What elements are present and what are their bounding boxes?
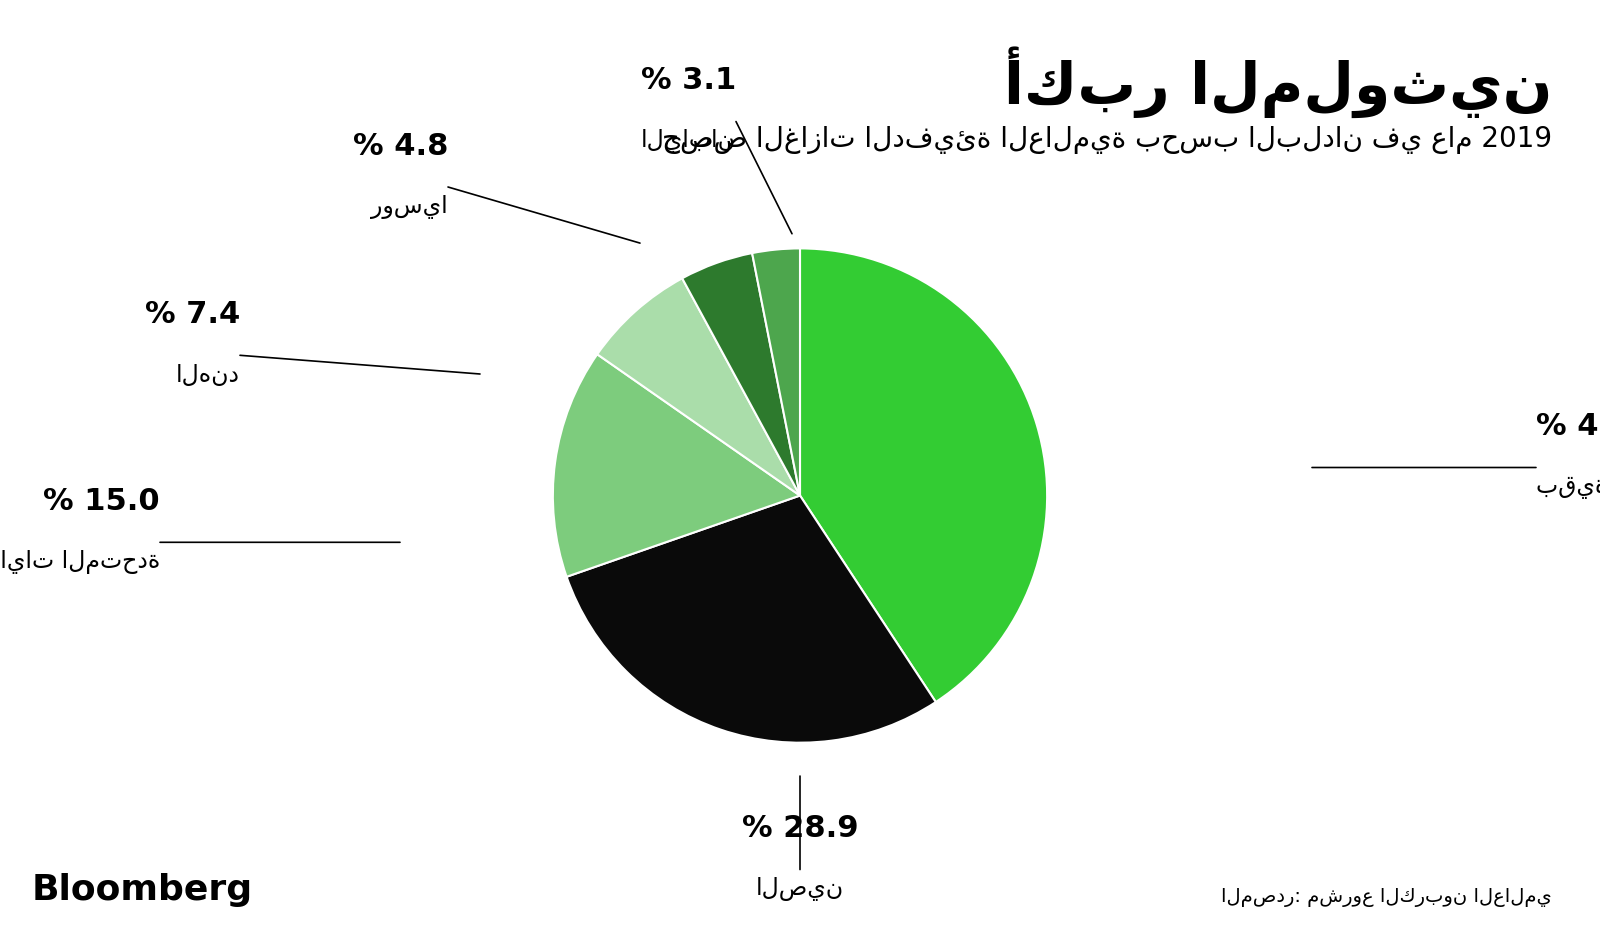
Text: Bloomberg: Bloomberg	[32, 873, 253, 907]
Text: % 4.8: % 4.8	[352, 132, 448, 161]
Text: المصدر: مشروع الكربون العالمي: المصدر: مشروع الكربون العالمي	[1221, 888, 1552, 907]
Wedge shape	[597, 279, 800, 496]
Text: بقية العالم: بقية العالم	[1536, 475, 1600, 499]
Wedge shape	[566, 496, 936, 742]
Text: حصص الغازات الدفيئة العالمية بحسب البلدان في عام 2019: حصص الغازات الدفيئة العالمية بحسب البلدا…	[662, 126, 1552, 154]
Text: اليابان: اليابان	[642, 129, 736, 153]
Text: الولايات المتحدة: الولايات المتحدة	[0, 550, 160, 574]
Wedge shape	[800, 249, 1046, 702]
Text: روسيا: روسيا	[371, 194, 448, 219]
Text: الصين: الصين	[755, 877, 845, 901]
Text: % 40.7: % 40.7	[1536, 412, 1600, 441]
Wedge shape	[682, 253, 800, 496]
Wedge shape	[752, 249, 800, 496]
Text: % 28.9: % 28.9	[742, 814, 858, 843]
Text: الهند: الهند	[176, 363, 240, 387]
Wedge shape	[554, 354, 800, 577]
Text: % 15.0: % 15.0	[43, 487, 160, 516]
Text: % 7.4: % 7.4	[144, 300, 240, 329]
Text: أكبر الملوثين: أكبر الملوثين	[1003, 47, 1552, 119]
Text: % 3.1: % 3.1	[640, 66, 736, 95]
